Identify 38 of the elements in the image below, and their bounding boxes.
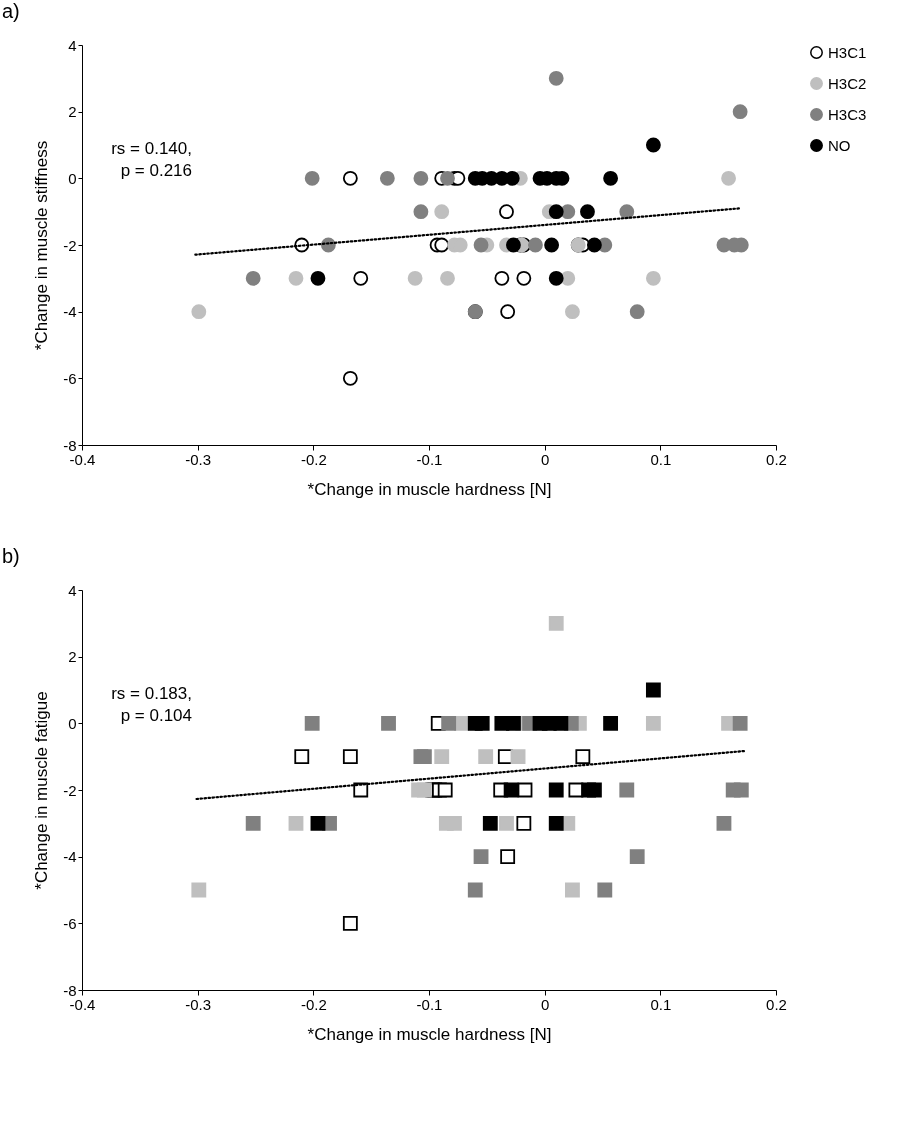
x-tick-label: -0.2	[300, 995, 327, 1013]
chart-title: a)	[2, 0, 20, 22]
y-axis-title: *Change in muscle stiffness	[32, 140, 52, 351]
legend-label: NO	[828, 136, 851, 154]
y-tick-label: -6	[63, 914, 77, 932]
annotation: rs = 0.183,	[111, 684, 192, 703]
y-tick-label: -4	[63, 303, 77, 321]
chart-title: b)	[2, 545, 20, 567]
y-tick-label: -6	[63, 369, 77, 387]
x-tick-label: 0	[540, 995, 550, 1013]
annotation: rs = 0.140,	[111, 139, 192, 158]
y-tick-label: 4	[68, 36, 77, 54]
y-tick-label: 0	[68, 714, 77, 732]
x-tick-label: 0.1	[650, 995, 672, 1013]
x-tick-label: -0.3	[185, 995, 212, 1013]
legend-label: H3C3	[828, 105, 867, 123]
x-tick-label: -0.1	[416, 450, 443, 468]
y-tick-label: 0	[68, 169, 77, 187]
x-tick-label: 0	[540, 450, 550, 468]
y-tick-label: -4	[63, 848, 77, 866]
x-axis-title: *Change in muscle hardness [N]	[307, 479, 552, 499]
x-tick-label: 0.2	[766, 450, 787, 468]
y-tick-label: 2	[68, 103, 77, 121]
y-axis-title: *Change in muscle fatigue	[32, 691, 52, 890]
x-tick-label: -0.2	[300, 450, 327, 468]
legend-label: H3C1	[828, 43, 867, 61]
annotation: p = 0.104	[120, 706, 192, 725]
annotation: p = 0.216	[120, 161, 192, 180]
y-tick-label: -2	[63, 236, 77, 254]
x-tick-label: 0.1	[650, 450, 672, 468]
legend-label: H3C2	[828, 74, 867, 92]
x-tick-label: -0.3	[185, 450, 212, 468]
x-tick-label: 0.2	[766, 995, 787, 1013]
y-tick-label: -2	[63, 781, 77, 799]
y-tick-label: 4	[68, 581, 77, 599]
y-tick-label: 2	[68, 648, 77, 666]
x-axis-title: *Change in muscle hardness [N]	[307, 1024, 552, 1044]
x-tick-label: -0.1	[416, 995, 443, 1013]
